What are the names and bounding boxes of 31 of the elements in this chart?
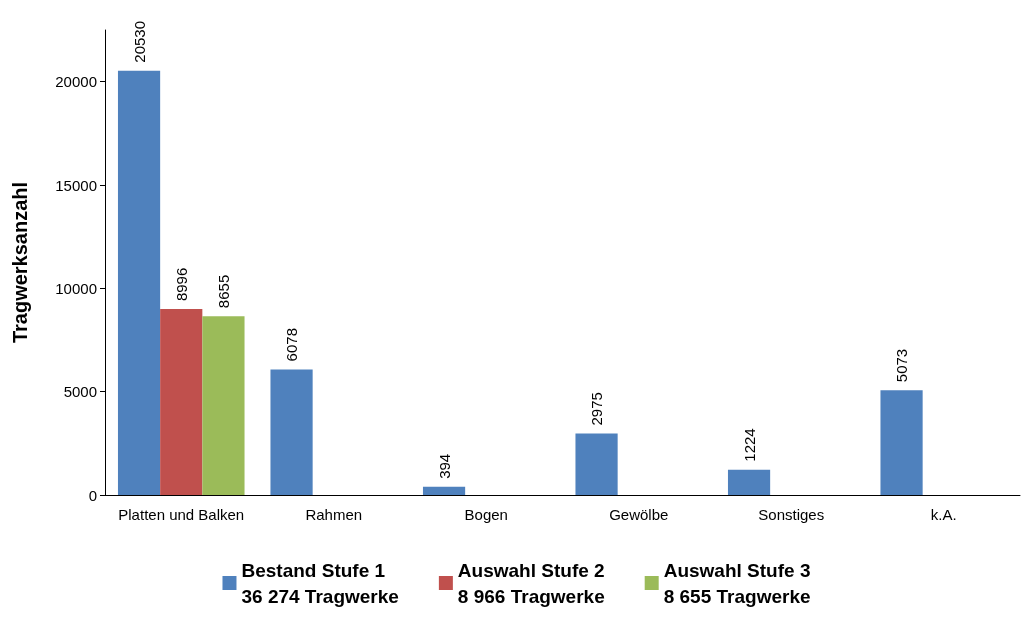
bar [880,390,923,495]
x-tick-label: k.A. [930,506,957,523]
y-tick-label: 20000 [55,73,97,91]
data-label: 1224 [740,428,758,462]
bar [160,309,203,495]
y-tick-label: 5000 [63,383,97,401]
data-label: 5073 [893,348,911,383]
data-label: 2975 [588,392,606,426]
data-label: 8996 [172,267,190,302]
bar [202,316,245,495]
bar [117,70,161,495]
data-label: 8655 [214,274,232,309]
y-tick-label: 10000 [55,279,97,297]
data-label: 6078 [283,328,301,362]
x-tick-label: Platten und Balken [118,506,245,523]
x-tick-label: Gewölbe [609,506,669,523]
legend-label: Bestand Stufe 1 36 274 Tragwerke [241,559,399,607]
data-label: 20530 [130,20,148,63]
y-tick-label: 15000 [55,176,97,194]
y-axis-title: Tragwerksanzahl [9,181,31,344]
x-tick-label: Rahmen [305,506,363,523]
bar [727,469,771,495]
data-label: 394 [435,453,453,479]
legend-label: Auswahl Stufe 2 8 966 Tragwerke [457,559,605,607]
bar [422,486,466,495]
x-tick-label: Bogen [464,506,508,523]
x-tick-label: Sonstiges [758,506,825,523]
bar [270,369,313,495]
bar [575,433,618,495]
y-tick-label: 0 [88,486,97,504]
legend-label: Auswahl Stufe 3 8 655 Tragwerke [663,559,811,607]
